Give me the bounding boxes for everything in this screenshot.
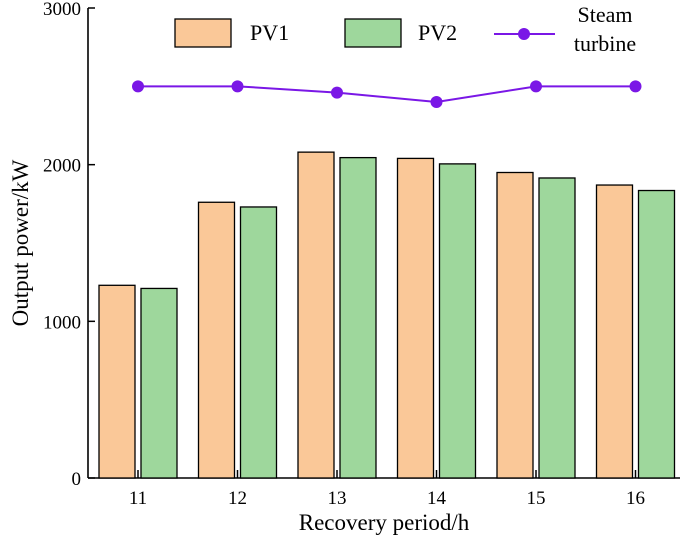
x-tick-label: 15 [527, 488, 546, 509]
bar-pv1-11 [98, 284, 136, 479]
bar-pv1-14 [396, 157, 435, 479]
legend-label-pv1: PV1 [250, 20, 289, 45]
x-tick-label: 12 [228, 488, 247, 509]
bar-pv2-11 [140, 287, 178, 479]
legend-label-steam-turbine-line2: turbine [574, 31, 636, 56]
bar-pv1-13 [297, 151, 335, 479]
x-axis-title: Recovery period/h [299, 510, 470, 535]
x-tick-label: 11 [129, 488, 147, 509]
point-steam-turbine-13 [331, 86, 343, 99]
bar-pv2-13 [339, 156, 377, 479]
bar-pv2-14 [438, 163, 477, 479]
point-steam-turbine-11 [132, 80, 144, 93]
y-tick-label: 0 [72, 469, 82, 490]
point-steam-turbine-16 [629, 80, 642, 93]
bar-pv2-12 [239, 206, 278, 479]
bar-pv2-15 [538, 177, 576, 479]
line-steam-turbine [138, 85, 636, 104]
bar-pv1-12 [197, 201, 236, 479]
point-steam-turbine-12 [231, 80, 244, 93]
y-tick-label: 2000 [43, 156, 81, 177]
y-axis-title: Output power/kW [8, 159, 33, 326]
bar-pv1-15 [496, 171, 534, 479]
point-steam-turbine-14 [430, 96, 443, 108]
legend-label-pv2: PV2 [418, 20, 457, 45]
bar-pv2-16 [637, 189, 676, 479]
legend-label-steam-turbine-line1: Steam [578, 2, 633, 27]
x-tick-label: 16 [626, 488, 645, 509]
legend-swatch-pv1 [174, 18, 232, 48]
y-tick-label: 1000 [43, 312, 81, 333]
legend-swatch-pv2 [344, 18, 402, 48]
x-tick-label: 13 [328, 488, 347, 509]
legend: PV1 PV2 Steam turbine [174, 2, 636, 56]
y-tick-label: 3000 [43, 0, 81, 20]
bar-pv1-16 [595, 184, 634, 479]
x-tick-label: 14 [427, 488, 447, 509]
point-steam-turbine-15 [530, 80, 542, 93]
legend-marker-steam-turbine [518, 28, 530, 40]
